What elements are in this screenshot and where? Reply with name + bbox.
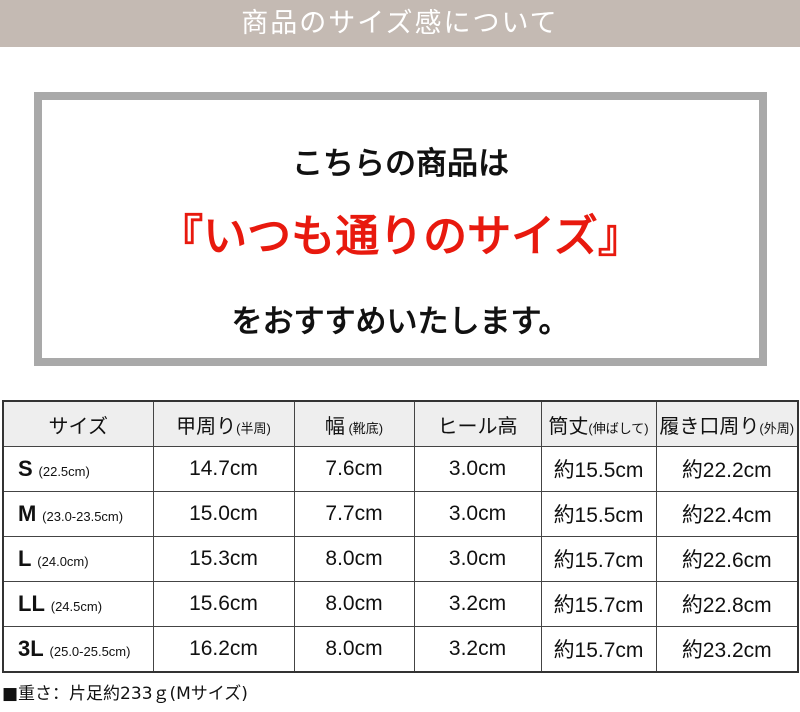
heel-cell: 3.2cm: [413, 581, 542, 627]
shaft-cell: 約15.7cm: [540, 581, 657, 627]
table-row: M (23.0-23.5cm) 15.0cm 7.7cm 3.0cm 約15.5cm 約2…: [2, 491, 799, 537]
size-range: (25.0-25.5cm): [49, 644, 131, 659]
header-label: 甲周り: [176, 415, 237, 438]
instep-cell: 15.0cm: [152, 491, 295, 537]
instep-cell: 16.2cm: [152, 626, 295, 673]
column-header: 幅 (靴底): [293, 400, 415, 447]
section-banner: 商品のサイズ感について: [0, 0, 800, 47]
width-cell: 7.7cm: [293, 491, 415, 537]
size-label: S: [18, 456, 33, 481]
width-cell: 7.6cm: [293, 446, 415, 492]
table-row: L (24.0cm) 15.3cm 8.0cm 3.0cm 約15.7cm 約22.6cm: [2, 536, 799, 582]
size-range: (24.0cm): [37, 554, 89, 569]
opening-cell: 約22.6cm: [655, 536, 799, 582]
size-label: L: [18, 546, 32, 571]
size-cell: L (24.0cm): [2, 536, 154, 582]
size-range: (23.0-23.5cm): [42, 509, 124, 524]
message-line-3: をおすすめいたします。: [231, 304, 570, 340]
size-range: (22.5cm): [38, 464, 90, 479]
header-sublabel: (外周): [759, 420, 795, 436]
width-cell: 8.0cm: [293, 536, 415, 582]
shaft-cell: 約15.7cm: [540, 536, 657, 582]
shaft-cell: 約15.5cm: [540, 491, 657, 537]
size-label: LL: [18, 591, 45, 616]
column-header: ヒール高: [413, 400, 542, 447]
column-header: 履き口周り(外周): [655, 400, 799, 447]
column-header: サイズ: [2, 400, 154, 447]
header-label: 筒丈: [548, 415, 589, 438]
table-row: S (22.5cm) 14.7cm 7.6cm 3.0cm 約15.5cm 約22.2cm: [2, 446, 799, 492]
width-cell: 8.0cm: [293, 626, 415, 673]
header-label: サイズ: [48, 415, 108, 438]
instep-cell: 15.3cm: [152, 536, 295, 582]
column-header: 筒丈(伸ばして): [540, 400, 657, 447]
table-row: LL (24.5cm) 15.6cm 8.0cm 3.2cm 約15.7cm 約22.8c…: [2, 581, 799, 627]
heel-cell: 3.2cm: [413, 626, 542, 673]
heel-cell: 3.0cm: [413, 536, 542, 582]
column-header: 甲周り(半周): [152, 400, 295, 447]
header-label: 履き口周り: [659, 415, 760, 438]
heel-cell: 3.0cm: [413, 491, 542, 537]
instep-cell: 14.7cm: [152, 446, 295, 492]
table-row: 3L (25.0-25.5cm) 16.2cm 8.0cm 3.2cm 約15.7cm 約…: [2, 626, 799, 673]
opening-cell: 約23.2cm: [655, 626, 799, 673]
width-cell: 8.0cm: [293, 581, 415, 627]
opening-cell: 約22.4cm: [655, 491, 799, 537]
size-cell: 3L (25.0-25.5cm): [2, 626, 154, 673]
recommendation-box: こちらの商品は 『いつも通りのサイズ』 をおすすめいたします。: [34, 92, 767, 366]
size-label: M: [18, 501, 37, 526]
size-table: サイズ 甲周り(半周) 幅 (靴底) ヒール高 筒丈(伸ばして) 履き口周り(外周) S …: [2, 400, 799, 673]
heel-cell: 3.0cm: [413, 446, 542, 492]
shaft-cell: 約15.7cm: [540, 626, 657, 673]
header-sublabel: (靴底): [344, 420, 384, 436]
size-cell: M (23.0-23.5cm): [2, 491, 154, 537]
header-sublabel: (伸ばして): [588, 420, 649, 436]
opening-cell: 約22.2cm: [655, 446, 799, 492]
size-cell: LL (24.5cm): [2, 581, 154, 627]
header-label: ヒール高: [437, 415, 518, 438]
table-header-row: サイズ 甲周り(半周) 幅 (靴底) ヒール高 筒丈(伸ばして) 履き口周り(外周): [2, 400, 799, 447]
size-label: 3L: [18, 636, 44, 661]
header-label: 幅: [324, 415, 345, 438]
message-highlight: 『いつも通りのサイズ』: [159, 211, 642, 262]
opening-cell: 約22.8cm: [655, 581, 799, 627]
size-range: (24.5cm): [50, 599, 103, 614]
message-line-1: こちらの商品は: [292, 146, 509, 182]
instep-cell: 15.6cm: [152, 581, 295, 627]
size-cell: S (22.5cm): [2, 446, 154, 492]
header-sublabel: (半周): [236, 420, 271, 436]
weight-note: ■重さ：片足約233ｇ(Mサイズ): [2, 684, 248, 704]
shaft-cell: 約15.5cm: [540, 446, 657, 492]
